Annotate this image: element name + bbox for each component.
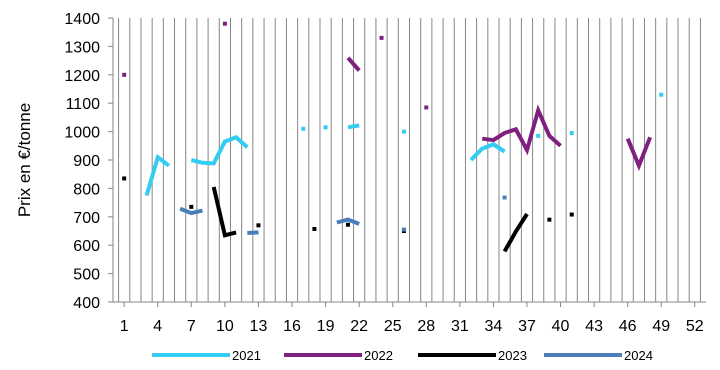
series-line: [179, 206, 203, 216]
y-axis-ticks: 400 500 600 700 800 900 1000 1100 1200 1300 1400: [64, 11, 113, 312]
y-tick-label: 1400: [64, 11, 100, 28]
y-tick-label: 500: [73, 267, 100, 284]
y-tick-label: 400: [73, 295, 100, 312]
series-line: [211, 186, 237, 238]
gridlines: [118, 18, 701, 302]
series-line: [347, 123, 360, 130]
legend-label: 2021: [232, 348, 261, 363]
x-tick-label: 37: [518, 318, 536, 335]
legend-item-2022: 2022: [284, 348, 393, 363]
y-tick-label: 1000: [64, 125, 100, 142]
y-tick-label: 700: [73, 210, 100, 227]
x-tick-label: 1: [120, 318, 129, 335]
x-tick-label: 16: [283, 318, 301, 335]
y-tick-label: 1100: [66, 96, 101, 113]
x-tick-label: 40: [552, 318, 570, 335]
y-tick-label: 900: [73, 153, 100, 170]
series-2024: [179, 195, 507, 235]
legend-item-2021: 2021: [152, 348, 261, 363]
x-tick-label: 10: [216, 318, 234, 335]
x-tick-label: 4: [153, 318, 162, 335]
series-line: [336, 217, 360, 226]
series-line: [625, 136, 652, 172]
x-tick-label: 13: [250, 318, 268, 335]
x-tick-label: 28: [417, 318, 435, 335]
series-line: [247, 230, 259, 235]
series-line: [346, 56, 361, 72]
x-tick-label: 49: [652, 318, 670, 335]
series-group: [122, 21, 664, 253]
series-2023: [122, 176, 574, 253]
x-tick-label: 25: [384, 318, 402, 335]
y-tick-label: 1300: [64, 39, 100, 56]
legend-label: 2024: [624, 348, 653, 363]
legend: 2021 2022 2023 2024: [152, 348, 653, 363]
series-line: [469, 142, 506, 162]
y-tick-label: 800: [73, 181, 100, 198]
x-tick-label: 7: [187, 318, 196, 335]
series-2022: [122, 21, 652, 172]
series-2021: [144, 92, 664, 197]
x-tick-label: 43: [585, 318, 603, 335]
x-tick-label: 34: [485, 318, 503, 335]
legend-label: 2023: [498, 348, 527, 363]
y-tick-label: 600: [73, 238, 100, 255]
y-axis-label: Prix en €/tonne: [15, 103, 34, 217]
series-line: [481, 104, 562, 156]
legend-label: 2022: [364, 348, 393, 363]
series-line: [502, 212, 529, 253]
x-axis-ticks: 1 4 7 10 13 16 19 22 25 28 31 34 37 40 43 46 49 52: [120, 302, 704, 335]
x-tick-label: 22: [350, 318, 368, 335]
x-tick-label: 46: [619, 318, 637, 335]
x-tick-label: 19: [317, 318, 335, 335]
series-line: [144, 153, 171, 197]
legend-item-2024: 2024: [544, 348, 653, 363]
x-tick-label: 52: [686, 318, 704, 335]
series-line: [190, 135, 249, 166]
y-tick-label: 1200: [64, 68, 100, 85]
legend-item-2023: 2023: [418, 348, 527, 363]
x-tick-label: 31: [451, 318, 469, 335]
